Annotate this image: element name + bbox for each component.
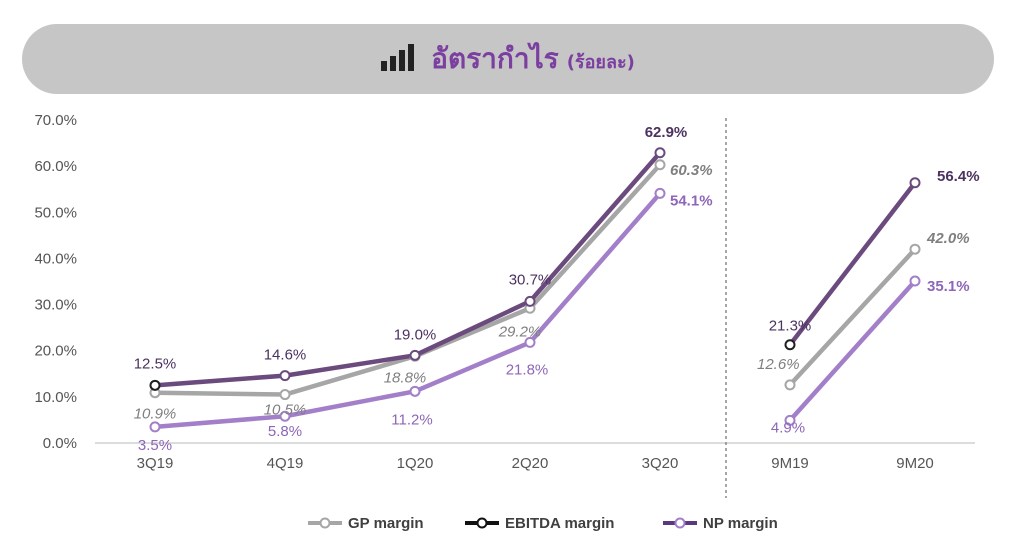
np-legend-label: NP margin (703, 515, 778, 532)
y-tick-label: 10.0% (34, 389, 77, 406)
gp-data-label: 10.5% (264, 402, 307, 419)
np-data-label: 3.5% (138, 437, 172, 454)
gp-series-line (788, 247, 917, 387)
np-point (784, 414, 796, 426)
gp-data-label: 18.8% (384, 369, 427, 386)
np-point (409, 385, 421, 397)
y-tick-label: 50.0% (34, 204, 77, 221)
gp-data-label: 10.9% (134, 406, 177, 423)
ebitda-series-line (154, 151, 662, 388)
bar-signal-icon (381, 43, 417, 75)
x-tick-label: 1Q20 (397, 455, 434, 472)
ebitda-legend-marker (476, 517, 488, 529)
y-tick-label: 40.0% (34, 250, 77, 267)
x-tick-label: 3Q20 (642, 455, 679, 472)
np-data-label: 35.1% (927, 278, 970, 295)
ebitda-point (279, 370, 291, 382)
ebitda-point (524, 295, 536, 307)
x-tick-label: 3Q19 (137, 455, 174, 472)
gp-point (909, 243, 921, 255)
y-tick-label: 70.0% (34, 112, 77, 129)
np-data-label: 5.8% (268, 423, 302, 440)
ebitda-data-label: 14.6% (264, 347, 307, 364)
chart-subtitle: (ร้อยละ) (566, 51, 635, 73)
x-tick-label: 2Q20 (512, 455, 549, 472)
np-point (524, 336, 536, 348)
title-banner: อัตรากำไร (ร้อยละ) (22, 24, 994, 94)
np-point (149, 421, 161, 433)
ebitda-data-label: 62.9% (645, 124, 688, 141)
ebitda-point (654, 147, 666, 159)
x-tick-label: 9M20 (896, 455, 934, 472)
x-tick-label: 9M19 (771, 455, 809, 472)
np-point (909, 275, 921, 287)
ebitda-data-label: 19.0% (394, 326, 437, 343)
x-tick-label: 4Q19 (267, 455, 304, 472)
gp-legend-label: GP margin (348, 515, 424, 532)
gp-data-label: 60.3% (670, 162, 713, 179)
np-legend-marker (674, 517, 686, 529)
ebitda-data-label: 56.4% (937, 168, 980, 185)
y-tick-label: 20.0% (34, 343, 77, 360)
ebitda-point (149, 379, 161, 391)
gp-data-label: 12.6% (757, 356, 800, 373)
ebitda-data-label: 21.3% (769, 318, 812, 335)
y-tick-label: 60.0% (34, 158, 77, 175)
np-data-label: 4.9% (771, 419, 805, 436)
ebitda-series-line (788, 181, 917, 347)
np-point (279, 410, 291, 422)
ebitda-data-label: 30.7% (509, 271, 552, 288)
ebitda-point (909, 177, 921, 189)
gp-point (279, 389, 291, 401)
np-data-label: 11.2% (391, 411, 432, 428)
np-series-line (788, 279, 917, 422)
gp-legend-marker (319, 517, 331, 529)
ebitda-legend-label: EBITDA margin (505, 515, 614, 532)
np-data-label: 54.1% (670, 192, 713, 209)
y-tick-label: 0.0% (43, 435, 77, 452)
y-tick-label: 30.0% (34, 297, 77, 314)
ebitda-point (409, 349, 421, 361)
gp-point (654, 159, 666, 171)
np-point (654, 187, 666, 199)
np-data-label: 21.8% (506, 361, 549, 378)
chart-title: อัตรากำไร (431, 42, 559, 75)
ebitda-point (784, 339, 796, 351)
gp-point (784, 379, 796, 391)
ebitda-data-label: 12.5% (134, 355, 177, 372)
gp-data-label: 29.2% (498, 323, 542, 340)
gp-data-label: 42.0% (926, 230, 970, 247)
